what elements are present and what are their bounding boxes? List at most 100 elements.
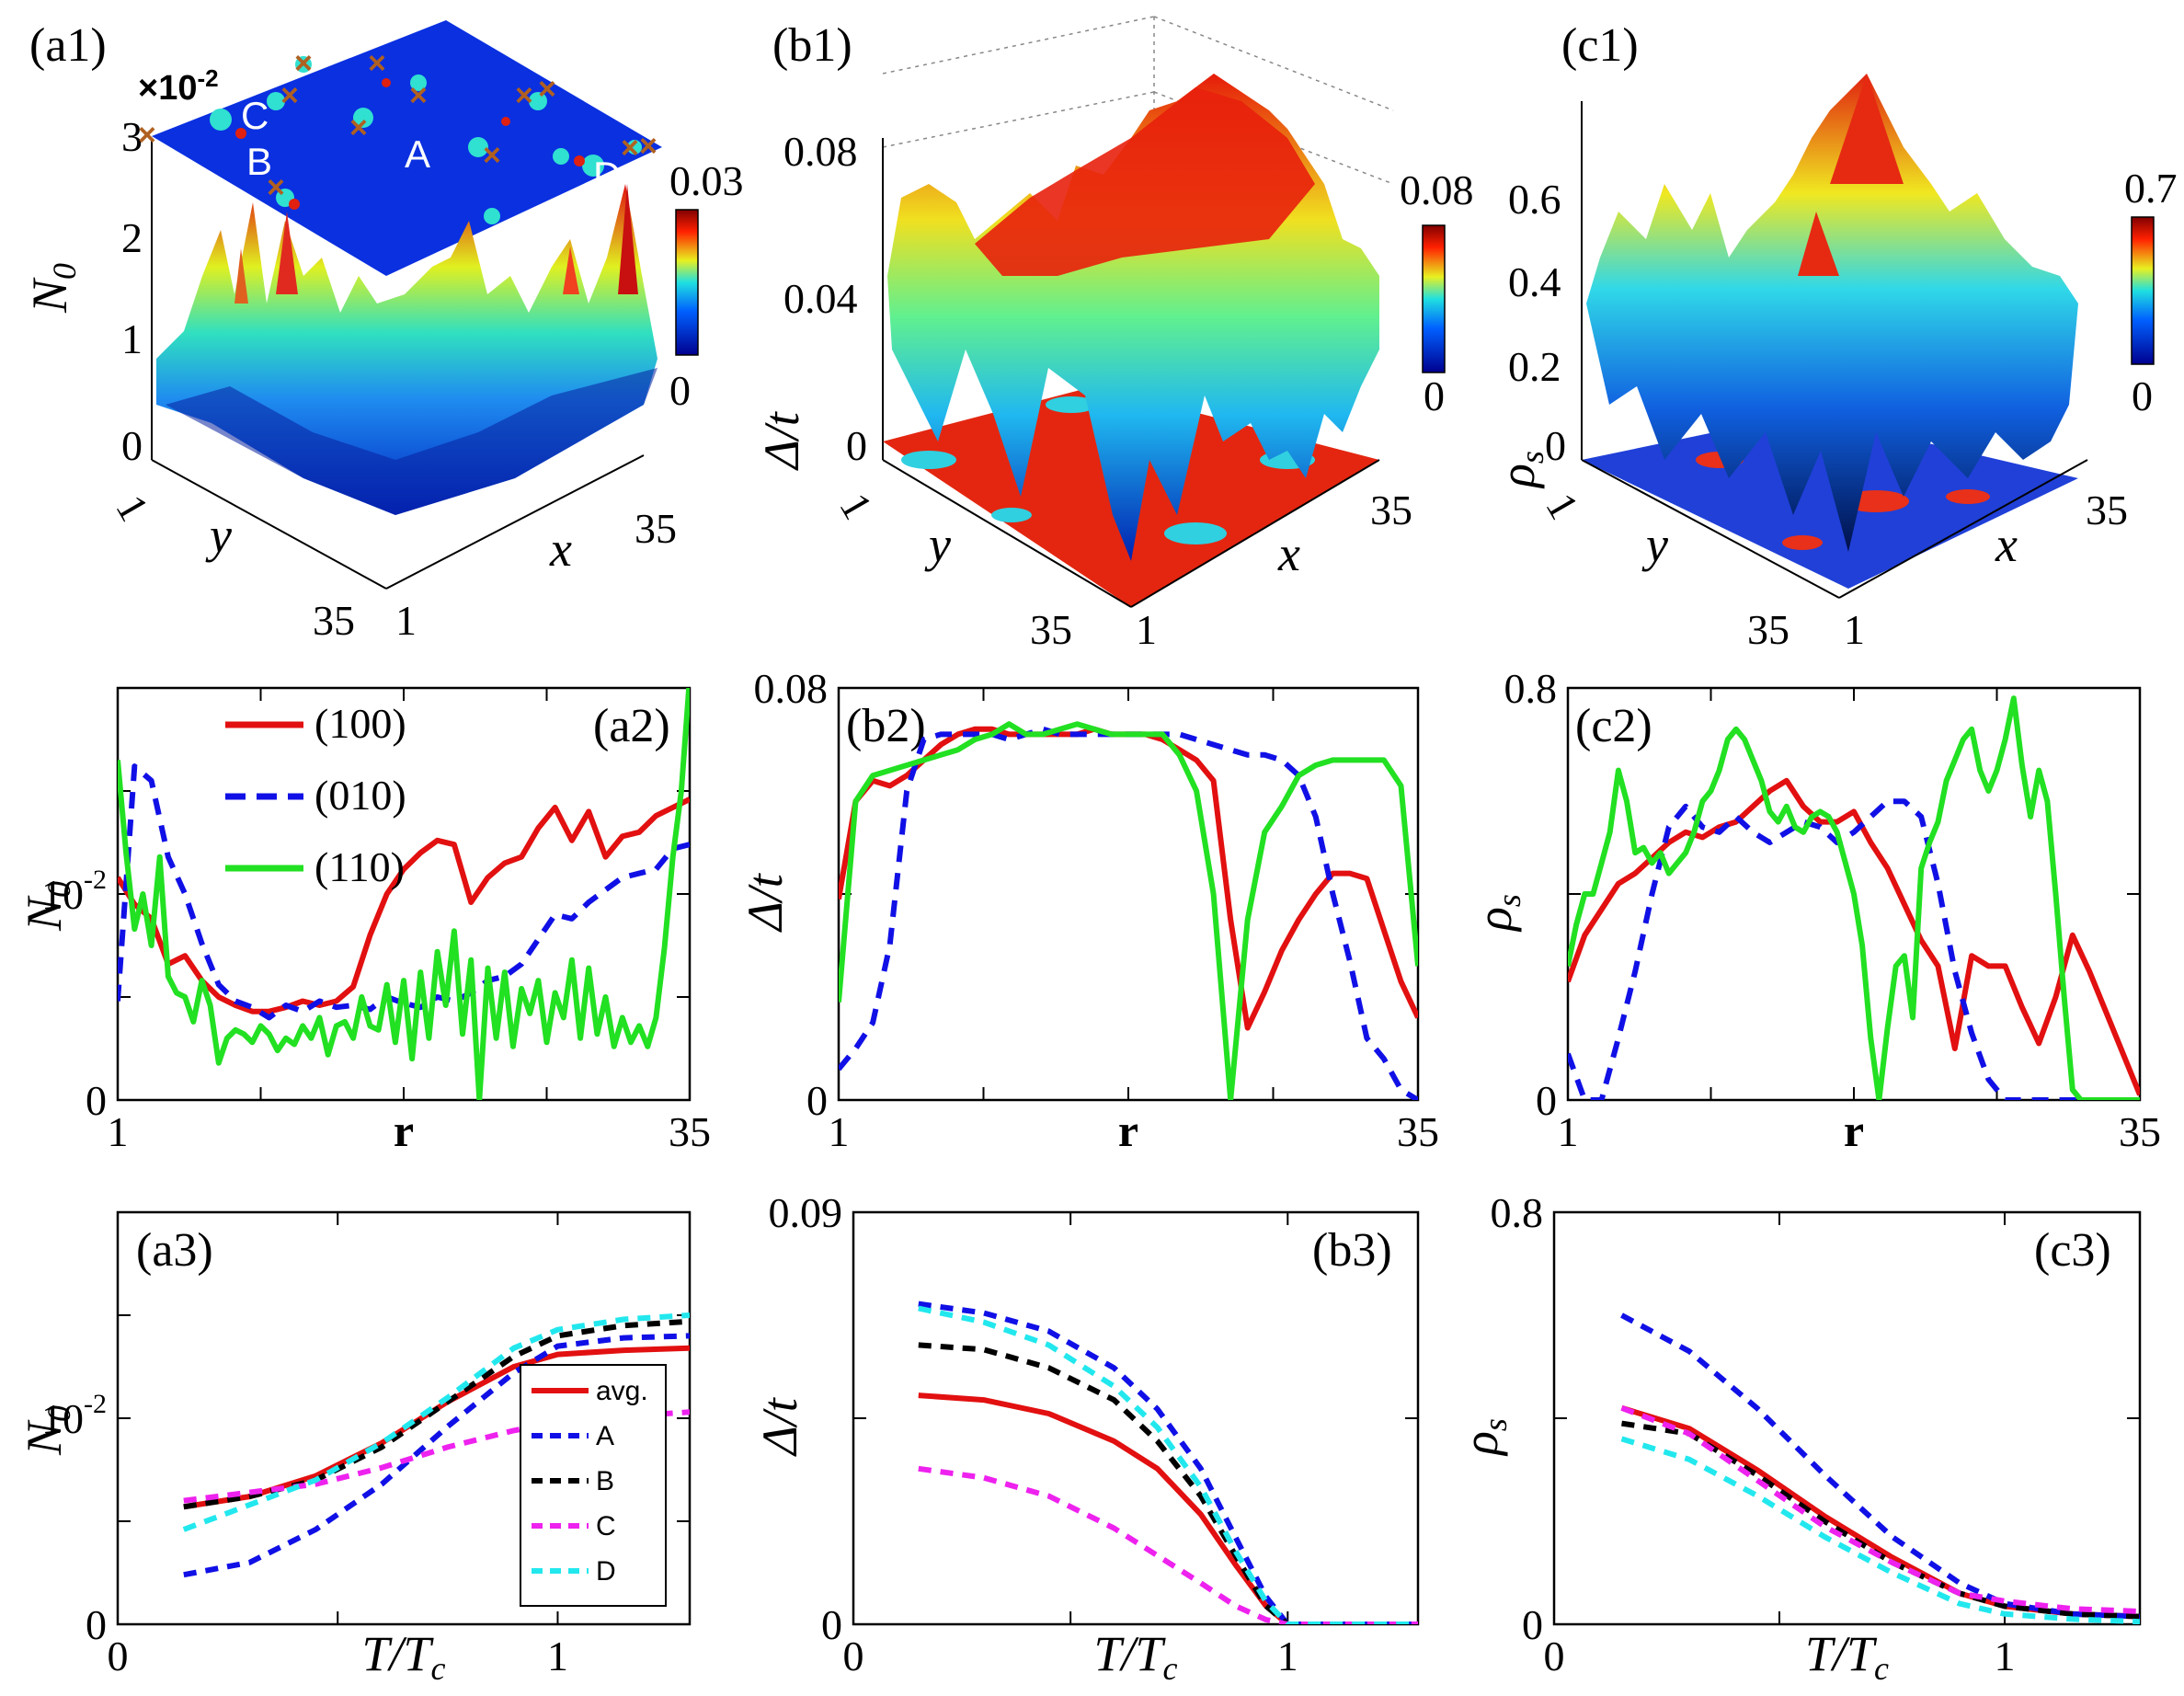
y-axis-label-sub: 0 [40,1405,77,1422]
x-axis-label-sub: c [431,1650,446,1687]
legend-box [520,1364,667,1607]
x-tick-label: 35 [669,1108,711,1155]
base-axes [151,454,645,590]
series-line-b [1621,1420,2140,1620]
chart-b2: 0 0.08 1 35 r Δ/t (b2) [738,665,1439,1156]
legend-label: (110) [314,843,405,890]
legend-label: (010) [314,772,406,819]
y-axis-label: N0 [17,881,77,932]
x-tick-label: 35 [2119,1108,2161,1155]
impurity-markers: × ×× ×× × ×× × ××× [138,46,657,205]
y-axis-label: Δ/t [738,872,793,933]
x-axis-label: T/Tc [361,1626,445,1687]
legend-label: (100) [314,700,406,747]
y-axis-label-main: N [17,895,72,932]
z-tick: 0.4 [1508,258,1561,305]
z-tick: 0 [1545,422,1566,469]
z-tick: 0.04 [783,275,858,322]
svg-text:×: × [294,46,313,81]
y-axis-label: y [1641,517,1668,572]
y-axis-label-sub: s [1491,894,1527,907]
x-tick-label: 1 [1995,1633,2016,1679]
colorbar-max: 0.7 [2124,165,2178,212]
y-tick-label: 0 [821,1601,842,1648]
svg-text:×: × [267,170,285,205]
x-axis-label: T/Tc [1805,1626,1889,1687]
chart-b3: 0 0.09 0 1 T/Tc Δ/t (b3) [752,1189,1420,1687]
ldos-surface-spikes [234,184,638,304]
svg-text:×: × [639,129,657,164]
y-axis-label: Δ/t [752,1396,807,1457]
y-axis-label: y [924,517,951,572]
panel-a1: (a1) ×10-2 3 2 1 0 N0 × ×× ×× × ×× × ××× A [22,19,744,644]
svg-text:×: × [538,72,556,107]
z-multiplier: ×10-2 [138,64,219,108]
ldos-map [152,20,662,276]
panel-label-a1: (a1) [29,19,107,72]
panel-b1: (b1) 0.08 0.04 0 Δ/t 0.08 0 1 y [754,16,1474,653]
chart-c2: 0 0.8 1 35 r ρs (c2) [1467,665,2161,1156]
marker-D: D [593,154,621,197]
legend-label: C [596,1511,616,1541]
y-tick-label: 0 [1536,1077,1557,1124]
x-tick: 1 [1844,606,1865,653]
x-tick: 35 [1370,487,1412,533]
series-line-b [918,1342,1418,1624]
colorbar-c1 [2131,216,2155,365]
y-tick-label: 0 [86,1077,107,1124]
x-axis-label-main: T/T [361,1626,434,1681]
y-axis-label: ρs [1453,1418,1514,1457]
x-axis-label-main: r [394,1105,414,1156]
colorbar-min: 0 [1424,372,1445,419]
x-tick: 1 [1136,606,1157,653]
series-line-100 [118,796,690,1014]
y-tick: 35 [1030,606,1072,653]
panel-label-c2: (c2) [1575,700,1652,752]
z-axis: 0.6 0.4 0.2 0 ρs [1490,101,1583,489]
z-axis-label: Δ/t [754,410,809,471]
x-axis-label: x [1277,526,1300,581]
series-line-110 [839,721,1418,1100]
series-line-c [1620,1404,2140,1614]
panel-label-c1: (c1) [1561,19,1639,72]
svg-text:×: × [138,118,156,153]
series-line-110 [1568,695,2140,1100]
y-axis-label-main: ρ [1453,1431,1508,1457]
z-tick: 0 [846,422,867,469]
x-tick: 35 [635,505,677,552]
x-tick-label: 1 [1277,1633,1298,1679]
svg-text:×: × [621,131,639,166]
y-tick-exponent: -2 [84,1389,107,1419]
series-line-c [918,1465,1418,1624]
series-line-a [183,1333,690,1578]
y-tick-label: 0.08 [754,665,829,712]
colorbar-max: 0.08 [1400,166,1474,213]
x-axis-label: r [1118,1105,1138,1156]
x-tick-label: 1 [547,1633,568,1679]
y-axis-label-main: Δ/t [738,872,793,933]
svg-text:×: × [515,78,533,113]
y-axis-label-main: ρ [1467,907,1522,933]
z-tick: 1 [121,315,143,362]
x-axis-label: T/Tc [1093,1626,1177,1687]
y-axis-label: N0 [17,1405,77,1456]
z-axis: 3 2 1 0 N0 [22,113,153,469]
y-tick: 35 [313,597,355,644]
panel-label-b3: (b3) [1312,1224,1392,1277]
legend: (100) (010) (110) [225,700,406,890]
y-tick-label: 0 [86,1601,107,1648]
y-tick-label: 0 [806,1077,828,1124]
x-axis-label: r [394,1105,414,1156]
panel-label-b2: (b2) [846,700,926,752]
colorbar-b1 [1422,224,1446,373]
x-tick-label: 0 [108,1633,129,1679]
ldos-surface-shadow [166,368,657,515]
z-tick: 2 [121,214,143,261]
x-tick-label: 0 [843,1633,864,1679]
y-axis-label: ρs [1467,894,1527,933]
y-tick: 1 [1537,486,1588,527]
z-tick: 3 [121,113,143,160]
series-group [1568,695,2140,1100]
y-tick-label: 0.8 [1504,665,1558,712]
